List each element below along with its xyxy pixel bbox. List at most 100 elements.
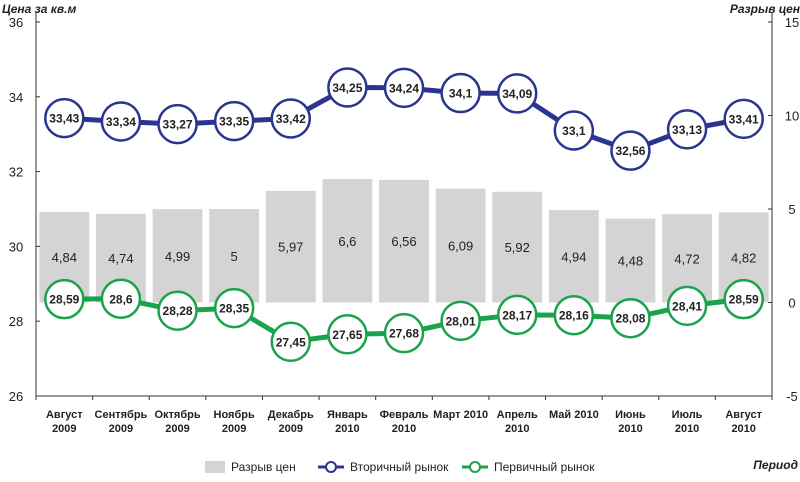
gap-bar-label: 5,92 bbox=[505, 240, 530, 255]
gap-bar-label: 5 bbox=[231, 249, 238, 264]
series-point bbox=[157, 290, 198, 331]
series-point-label: 33,34 bbox=[106, 115, 136, 129]
gap-bar bbox=[379, 179, 429, 303]
gap-bar-label: 5,97 bbox=[278, 240, 303, 255]
gap-bar bbox=[265, 190, 316, 303]
gap-bar bbox=[322, 179, 373, 303]
category-label: Ноябрь 2009 bbox=[214, 409, 255, 435]
series-point bbox=[44, 278, 85, 320]
right-tick-label: 10 bbox=[785, 109, 799, 124]
series-point-label: 28,35 bbox=[219, 302, 249, 316]
gap-bar-label: 6,6 bbox=[338, 234, 356, 249]
series-point bbox=[213, 287, 255, 329]
series-point bbox=[553, 110, 595, 151]
left-tick-label: 28 bbox=[9, 314, 23, 329]
gap-bar bbox=[209, 209, 260, 303]
series-point bbox=[383, 312, 425, 354]
category-label: Апрель 2010 bbox=[497, 409, 538, 435]
gap-bar-label: 4,84 bbox=[52, 250, 77, 265]
series-point bbox=[723, 278, 764, 320]
gap-bar-label: 4,94 bbox=[561, 249, 586, 264]
series-point bbox=[157, 103, 198, 145]
series-point bbox=[610, 297, 651, 339]
series-point bbox=[496, 73, 538, 114]
series-point-label: 33,27 bbox=[163, 118, 193, 132]
series-point-label: 28,16 bbox=[559, 309, 589, 323]
series-point-label: 28,6 bbox=[109, 292, 133, 306]
axes bbox=[35, 12, 773, 400]
series-point-label: 33,1 bbox=[562, 124, 586, 138]
legend-swatch-marker bbox=[469, 461, 481, 473]
right-tick-label: -5 bbox=[786, 389, 798, 404]
series-point-label: 27,68 bbox=[389, 327, 419, 341]
left-tick-label: 34 bbox=[9, 90, 23, 105]
series-point bbox=[383, 67, 425, 109]
gap-bar bbox=[605, 218, 656, 303]
category-label: Январь 2010 bbox=[327, 409, 368, 435]
series-point-label: 28,01 bbox=[446, 314, 476, 328]
series-point-label: 28,17 bbox=[502, 308, 532, 322]
gap-bar bbox=[492, 191, 543, 303]
legend-label: Разрыв цен bbox=[231, 460, 296, 474]
gap-bar-label: 6,09 bbox=[448, 239, 473, 254]
legend-label: Первичный рынок bbox=[494, 460, 595, 474]
series-point bbox=[610, 130, 651, 171]
gap-bar-label: 4,72 bbox=[674, 251, 699, 266]
series-point bbox=[666, 285, 708, 327]
series-point bbox=[440, 72, 481, 114]
gap-bar-label: 4,74 bbox=[108, 251, 133, 266]
gap-bar bbox=[435, 188, 486, 303]
legend-swatch-marker bbox=[325, 461, 337, 473]
gap-bar bbox=[548, 210, 599, 303]
series-point-label: 32,56 bbox=[615, 144, 645, 158]
category-label: Март 2010 bbox=[433, 409, 488, 421]
series-point bbox=[213, 100, 255, 142]
category-label: Май 2010 bbox=[549, 409, 599, 421]
series-point-label: 33,42 bbox=[276, 112, 306, 126]
category-label: Декабрь 2009 bbox=[268, 409, 314, 435]
series-point-label: 28,41 bbox=[672, 299, 702, 313]
series-point-label: 28,59 bbox=[729, 293, 759, 307]
gap-bar bbox=[152, 209, 203, 303]
category-label: Сентябрь 2009 bbox=[95, 409, 148, 435]
left-tick-label: 30 bbox=[9, 239, 23, 254]
gap-bar-label: 4,99 bbox=[165, 249, 190, 264]
category-label: Июнь 2010 bbox=[615, 409, 646, 435]
category-label: Февраль 2010 bbox=[380, 409, 429, 435]
series-point-label: 34,1 bbox=[449, 87, 473, 101]
gap-bar-label: 4,48 bbox=[618, 254, 643, 269]
x-axis-title: Период bbox=[753, 458, 798, 472]
series-point bbox=[44, 97, 85, 139]
line-series: 33,43 33,34 33,27 33,35 33,42 34,25 34,24 34,1 3… bbox=[44, 67, 764, 363]
axis-labels: 26 28 30 32 34 36 -5 0 5 10 15 Август 2009 Сентябрь 20… bbox=[9, 15, 799, 435]
series-point bbox=[270, 321, 312, 363]
left-axis-title: Цена за кв.м bbox=[2, 2, 76, 16]
category-label: Август 2009 bbox=[46, 409, 83, 435]
category-label: Июль 2010 bbox=[672, 409, 703, 435]
series-point-label: 34,24 bbox=[389, 81, 419, 95]
category-label: Октябрь 2009 bbox=[154, 409, 200, 435]
series-point bbox=[440, 300, 481, 342]
series-point bbox=[270, 98, 312, 139]
series-point-label: 28,08 bbox=[615, 312, 645, 326]
series-point-label: 34,25 bbox=[332, 81, 362, 95]
left-tick-label: 32 bbox=[9, 165, 23, 180]
legend-label: Вторичный рынок bbox=[350, 460, 449, 474]
category-label: Август 2010 bbox=[725, 409, 762, 435]
gap-bar-label: 6,56 bbox=[391, 234, 416, 249]
legend: Разрыв цен Вторичный рынок Первичный рынок bbox=[205, 460, 595, 474]
series-point-label: 33,35 bbox=[219, 115, 249, 129]
series-point-label: 27,45 bbox=[276, 335, 306, 349]
series-point bbox=[327, 67, 368, 108]
right-tick-label: 0 bbox=[788, 296, 795, 311]
left-tick-label: 26 bbox=[9, 389, 23, 404]
series-point bbox=[553, 294, 595, 336]
right-tick-label: 5 bbox=[788, 202, 795, 217]
series-point-label: 28,28 bbox=[163, 304, 193, 318]
series-point-label: 33,41 bbox=[729, 112, 759, 126]
left-tick-label: 36 bbox=[9, 15, 23, 30]
right-tick-label: 15 bbox=[785, 15, 799, 30]
series-point-label: 33,13 bbox=[672, 123, 702, 137]
right-axis-title: Разрыв цен bbox=[730, 2, 800, 16]
